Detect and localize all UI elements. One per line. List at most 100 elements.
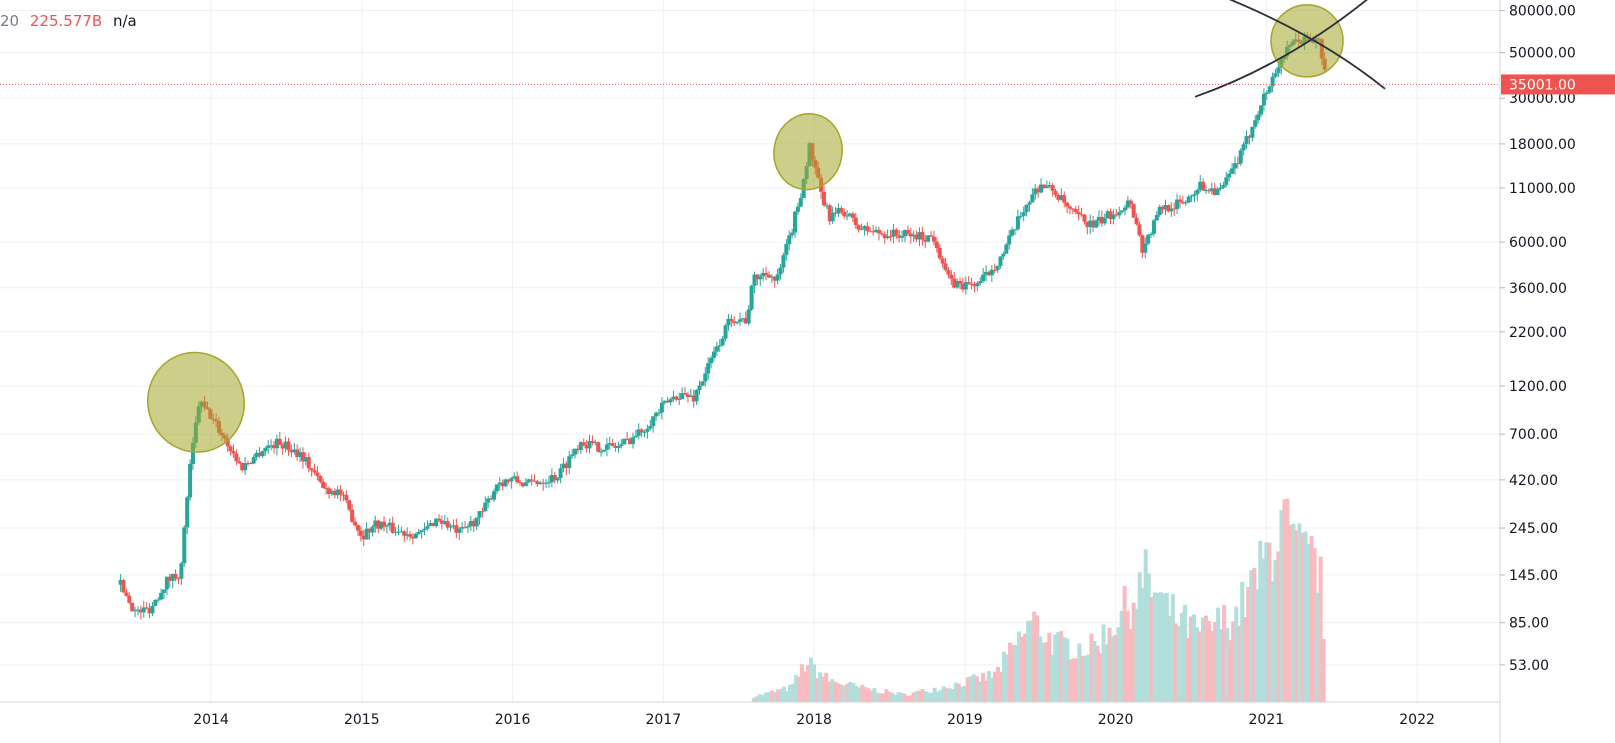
volume-bar (884, 689, 889, 702)
candle-body (969, 283, 974, 285)
candle-body (173, 573, 178, 579)
legend-volume-extra: n/a (112, 12, 137, 30)
candle-body (784, 243, 789, 256)
volume-bar (1306, 543, 1311, 702)
volume-bar (1234, 606, 1239, 702)
volume-bar (1140, 587, 1145, 702)
candle-body (1206, 190, 1211, 192)
candle-body (248, 463, 253, 465)
volume-bar (1092, 640, 1097, 702)
candle-body (272, 445, 277, 449)
candle-body (1227, 173, 1232, 178)
volume-bar (848, 681, 853, 702)
candle-body (691, 395, 696, 402)
candle-body (946, 270, 951, 275)
candle-body (685, 394, 690, 397)
volume-bar (1149, 597, 1154, 702)
candlestick-series (118, 31, 1327, 620)
volume-bar (941, 686, 946, 702)
candle-body (978, 281, 983, 284)
candle-body (1183, 202, 1188, 204)
candle-body (793, 211, 798, 233)
candle-body (934, 241, 939, 249)
candle-body (491, 491, 496, 500)
candle-body (355, 525, 360, 531)
candle-body (1082, 214, 1087, 222)
candle-body (335, 489, 340, 496)
candle-body (795, 206, 800, 212)
volume-bar (908, 695, 913, 702)
candle-body (503, 479, 508, 487)
price-tick-label: 1200.00 (1509, 379, 1567, 395)
volume-bar (1252, 567, 1257, 702)
candle-body (610, 443, 615, 446)
volume-bar (1279, 510, 1284, 702)
candle-body (379, 521, 384, 529)
price-tick-label: 18000.00 (1509, 137, 1576, 153)
candle-body (761, 272, 766, 277)
volume-bar (1152, 592, 1157, 702)
volume-bar (896, 692, 901, 702)
candle-body (781, 255, 786, 268)
candle-body (428, 523, 433, 527)
volume-bar (821, 676, 826, 702)
candle-body (1247, 136, 1252, 138)
candle-body (1056, 194, 1061, 200)
candle-body (141, 607, 146, 613)
volume-bar (1258, 540, 1263, 702)
candle-body (940, 258, 945, 264)
candle-body (332, 490, 337, 496)
candle-body (1096, 216, 1101, 221)
volume-bar (1276, 551, 1281, 702)
candle-body (960, 283, 965, 290)
volume-bar (974, 676, 979, 702)
candle-body (894, 229, 899, 236)
candle-body (1276, 67, 1281, 74)
volume-bar (968, 676, 973, 702)
volume-bar (947, 688, 952, 702)
candle-body (937, 248, 942, 259)
volume-bar (950, 689, 955, 702)
time-tick-label: 2017 (645, 712, 681, 728)
candle-body (182, 527, 187, 564)
candle-body (318, 475, 323, 482)
candle-body (677, 398, 682, 400)
candle-body (544, 482, 549, 484)
candle-body (1261, 93, 1266, 106)
candle-body (468, 520, 473, 527)
volume-bar (790, 683, 795, 702)
candle-body (254, 452, 259, 458)
volume-bar (1264, 542, 1269, 702)
candle-body (324, 487, 329, 489)
candle-body (185, 497, 190, 528)
candle-body (376, 520, 381, 529)
candle-body (460, 527, 465, 529)
volume-bar (1137, 572, 1142, 702)
candle-body (162, 589, 167, 593)
candle-body (153, 600, 158, 606)
candle-body (1250, 126, 1255, 138)
candle-body (225, 438, 230, 447)
volume-bar (872, 688, 877, 702)
candle-body (1218, 187, 1223, 190)
volume-bar (845, 683, 850, 702)
highlight-circle (773, 113, 843, 191)
candle-body (790, 232, 795, 236)
volume-bar (1161, 593, 1166, 702)
volume-bar (1026, 620, 1031, 702)
candle-body (798, 197, 803, 207)
candle-body (955, 280, 960, 288)
time-tick-label: 2016 (495, 712, 531, 728)
candle-body (1108, 211, 1113, 220)
candle-body (1235, 163, 1240, 165)
volume-bar (992, 671, 997, 702)
volume-bar (1164, 592, 1169, 702)
candle-body (512, 476, 517, 479)
volume-bar (1158, 592, 1163, 702)
time-tick-label: 2015 (344, 712, 380, 728)
volume-bar (965, 677, 970, 702)
candle-body (616, 446, 621, 449)
volume-bar (1143, 549, 1148, 702)
candle-body (344, 494, 349, 501)
